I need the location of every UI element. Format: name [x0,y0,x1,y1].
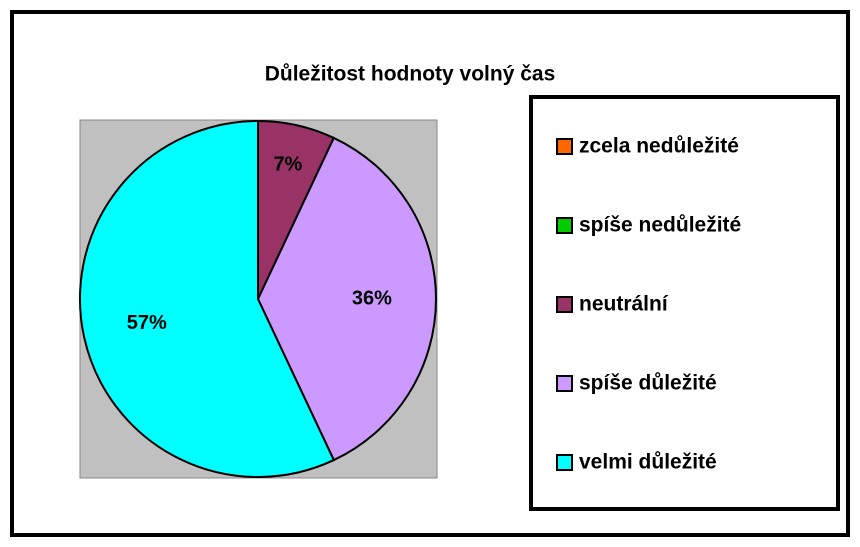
chart-title: Důležitost hodnoty volný čas [265,63,556,86]
legend-label: velmi důležité [579,451,717,474]
legend-box [529,95,840,511]
legend-swatch [556,138,573,155]
data-label: 57% [127,312,167,334]
data-label: 7% [273,154,302,176]
legend-label: zcela nedůležité [579,135,739,158]
legend-label: spíše důležité [579,372,717,395]
legend-swatch [556,454,573,471]
legend-swatch [556,217,573,234]
legend-label: neutrální [579,293,669,316]
legend-swatch [556,375,573,392]
pie-slice [79,119,336,478]
legend-swatch [556,296,573,313]
pie-slice [256,136,437,462]
legend-label: spíše nedůležité [579,214,741,237]
data-label: 36% [352,287,392,309]
